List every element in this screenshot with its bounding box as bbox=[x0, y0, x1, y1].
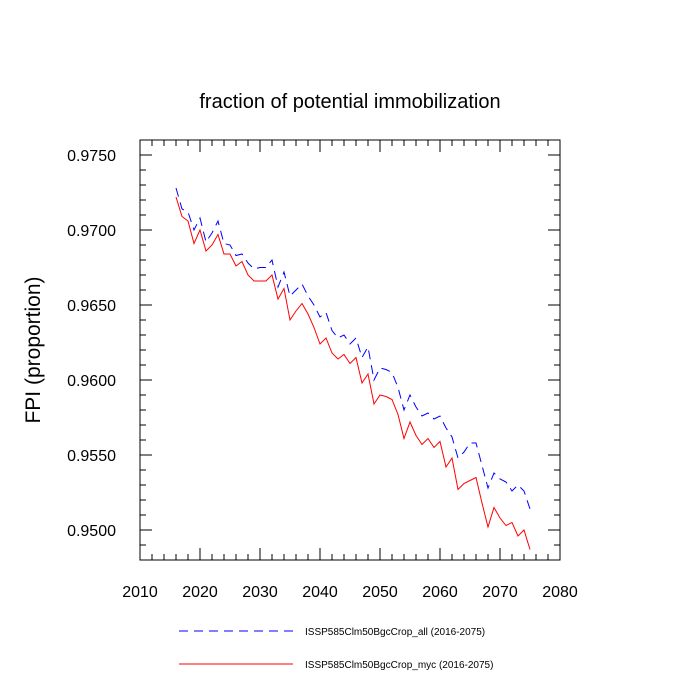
x-tick-label: 2050 bbox=[362, 584, 398, 601]
series-line-1 bbox=[175, 187, 531, 510]
plot-area: 2010 2020 2030 2040 2050 2060 2070 2080 0.9500 0.… bbox=[67, 139, 578, 601]
x-tick-label: 2060 bbox=[422, 584, 458, 601]
x-tick-label: 2080 bbox=[542, 584, 578, 601]
x-tick-label: 2030 bbox=[242, 584, 278, 601]
legend-label-2: ISSP585Clm50BgcCrop_myc (2016-2075) bbox=[305, 660, 493, 671]
legend: ISSP585Clm50BgcCrop_all (2016-2075) ISSP5… bbox=[179, 627, 493, 671]
y-tick-label: 0.9700 bbox=[67, 223, 116, 240]
y-tick-label: 0.9650 bbox=[67, 298, 116, 315]
y-tick-label: 0.9500 bbox=[67, 523, 116, 540]
y-tick-label: 0.9750 bbox=[67, 148, 116, 165]
x-tick-label: 2020 bbox=[182, 584, 218, 601]
y-tick-label: 0.9600 bbox=[67, 373, 116, 390]
x-tick-label: 2040 bbox=[302, 584, 338, 601]
x-tick-label: 2010 bbox=[122, 584, 158, 601]
y-axis-label: FPI (proportion) bbox=[22, 276, 45, 423]
x-tick-label: 2070 bbox=[482, 584, 518, 601]
series-line-2 bbox=[175, 196, 531, 550]
chart-title: fraction of potential immobilization bbox=[199, 91, 500, 113]
y-tick-label: 0.9550 bbox=[67, 448, 116, 465]
plot-frame bbox=[139, 139, 561, 561]
legend-label-1: ISSP585Clm50BgcCrop_all (2016-2075) bbox=[305, 627, 485, 638]
